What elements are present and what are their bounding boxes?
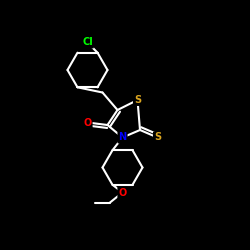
Text: N: N bbox=[118, 132, 126, 142]
Text: O: O bbox=[118, 188, 127, 198]
Text: O: O bbox=[84, 118, 92, 128]
Text: Cl: Cl bbox=[82, 38, 93, 48]
Text: S: S bbox=[134, 95, 141, 105]
Text: S: S bbox=[154, 132, 161, 142]
